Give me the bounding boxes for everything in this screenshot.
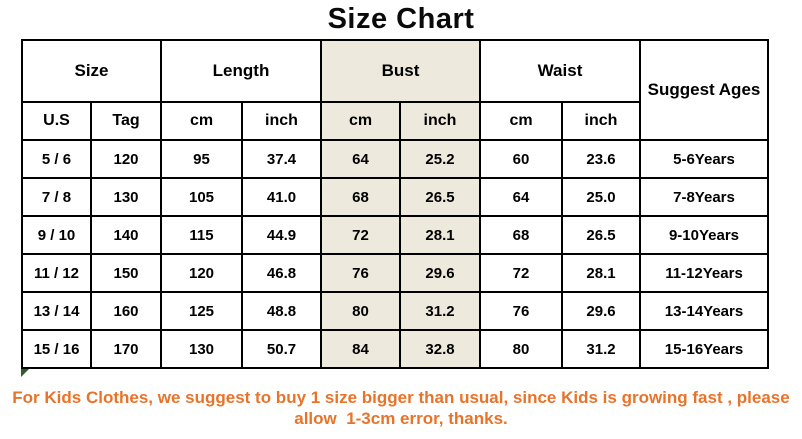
- table-cell: 48.8: [241, 291, 322, 331]
- header-suggest-ages: Suggest Ages: [639, 39, 769, 141]
- table-cell: 160: [90, 291, 162, 331]
- table-cell: 28.1: [561, 253, 641, 293]
- table-cell: 80: [320, 291, 401, 331]
- table-cell: 76: [320, 253, 401, 293]
- table-cell: 95: [160, 139, 243, 179]
- header-group-size: Size: [21, 39, 162, 103]
- table-row: 9 / 10 140 115 44.9 72 28.1 68 26.5 9-10Years: [21, 215, 769, 255]
- table-cell: 72: [479, 253, 563, 293]
- table-cell: 9-10Years: [639, 215, 769, 255]
- table-cell: 44.9: [241, 215, 322, 255]
- table-cell: 29.6: [561, 291, 641, 331]
- table-cell: 26.5: [399, 177, 481, 217]
- header-waist-cm: cm: [479, 101, 563, 141]
- table-cell: 130: [90, 177, 162, 217]
- table-cell: 15-16Years: [639, 329, 769, 369]
- table-cell: 76: [479, 291, 563, 331]
- header-bust-cm: cm: [320, 101, 401, 141]
- table-cell: 115: [160, 215, 243, 255]
- size-chart-table: Size Length Bust Waist Suggest Ages U.S …: [21, 39, 769, 369]
- table-row: 7 / 8 130 105 41.0 68 26.5 64 25.0 7-8Years: [21, 177, 769, 217]
- header-tag: Tag: [90, 101, 162, 141]
- table-cell: 11 / 12: [21, 253, 92, 293]
- table-row: 13 / 14 160 125 48.8 80 31.2 76 29.6 13-14Years: [21, 291, 769, 331]
- table-cell: 105: [160, 177, 243, 217]
- table-cell: 31.2: [399, 291, 481, 331]
- table-cell: 7-8Years: [639, 177, 769, 217]
- table-cell: 68: [320, 177, 401, 217]
- header-group-bust: Bust: [320, 39, 481, 103]
- table-cell: 32.8: [399, 329, 481, 369]
- header-group-waist: Waist: [479, 39, 641, 103]
- header-sub-row: U.S Tag cm inch cm inch cm inch: [21, 101, 768, 141]
- table-cell: 120: [160, 253, 243, 293]
- page-title: Size Chart: [327, 3, 475, 35]
- header-waist-inch: inch: [561, 101, 641, 141]
- header-length-cm: cm: [160, 101, 243, 141]
- table-cell: 46.8: [241, 253, 322, 293]
- table-cell: 28.1: [399, 215, 481, 255]
- header-group-length: Length: [160, 39, 322, 103]
- table-cell: 60: [479, 139, 563, 179]
- table-cell: 50.7: [241, 329, 322, 369]
- table-cell: 13-14Years: [639, 291, 769, 331]
- table-cell: 37.4: [241, 139, 322, 179]
- table-cell: 72: [320, 215, 401, 255]
- table-cell: 64: [320, 139, 401, 179]
- size-note-line1: For Kids Clothes, we suggest to buy 1 si…: [12, 388, 790, 407]
- table-row: 5 / 6 120 95 37.4 64 25.2 60 23.6 5-6Years: [21, 139, 769, 179]
- header-bust-inch: inch: [399, 101, 481, 141]
- header-group-row: Size Length Bust Waist Suggest Ages: [21, 39, 769, 141]
- table-cell: 64: [479, 177, 563, 217]
- table-cell: 26.5: [561, 215, 641, 255]
- table-cell: 130: [160, 329, 243, 369]
- table-row: 15 / 16 170 130 50.7 84 32.8 80 31.2 15-16Years: [21, 329, 769, 369]
- table-cell: 9 / 10: [21, 215, 92, 255]
- header-length-inch: inch: [241, 101, 322, 141]
- table-cell: 13 / 14: [21, 291, 92, 331]
- table-cell: 80: [479, 329, 563, 369]
- table-cell: 140: [90, 215, 162, 255]
- table-cell: 31.2: [561, 329, 641, 369]
- table-cell: 68: [479, 215, 563, 255]
- table-cell: 23.6: [561, 139, 641, 179]
- table-cell: 41.0: [241, 177, 322, 217]
- table-cell: 5 / 6: [21, 139, 92, 179]
- table-cell: 29.6: [399, 253, 481, 293]
- table-corner-marker: [21, 369, 29, 377]
- header-us: U.S: [21, 101, 92, 141]
- table-cell: 150: [90, 253, 162, 293]
- table-cell: 7 / 8: [21, 177, 92, 217]
- table-cell: 125: [160, 291, 243, 331]
- table-cell: 120: [90, 139, 162, 179]
- table-cell: 5-6Years: [639, 139, 769, 179]
- table-cell: 15 / 16: [21, 329, 92, 369]
- table-cell: 25.2: [399, 139, 481, 179]
- table-cell: 84: [320, 329, 401, 369]
- table-cell: 25.0: [561, 177, 641, 217]
- size-note-line2: allow 1-3cm error, thanks.: [294, 409, 508, 428]
- table-row: 11 / 12 150 120 46.8 76 29.6 72 28.1 11-12Years: [21, 253, 769, 293]
- table-cell: 170: [90, 329, 162, 369]
- table-cell: 11-12Years: [639, 253, 769, 293]
- size-note: For Kids Clothes, we suggest to buy 1 si…: [0, 387, 802, 429]
